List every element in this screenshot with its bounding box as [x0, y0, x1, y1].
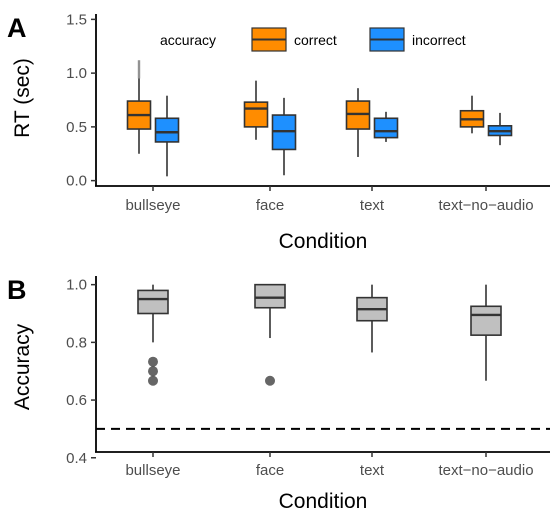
panel-a-y-axis-title: RT (sec)	[11, 58, 34, 138]
box-body	[154, 117, 180, 143]
panel-b-y-ticks: 0.4 0.6 0.8 1.0	[66, 277, 96, 467]
panel-a-y-tick-label: 0.0	[66, 173, 87, 190]
outlier-point	[148, 356, 158, 367]
panel-a-y-tick-label: 1.0	[66, 65, 87, 82]
panel-b-box-text-no-audio	[470, 284, 502, 381]
panel-a-x-tick-label-text: text	[360, 197, 385, 214]
panel-a: A RT (sec) Condition 0.0 0.5 1.0 1.5 bullse…	[7, 11, 550, 253]
panel-a-letter: A	[7, 13, 27, 43]
panel-a-x-tick-label-text-no-audio: text−no−audio	[438, 197, 533, 214]
panel-b-y-tick-label: 0.8	[66, 334, 87, 351]
panel-b-x-axis-title: Condition	[279, 490, 368, 513]
outlier-point	[148, 366, 158, 377]
panel-a-y-tick-label: 0.5	[66, 119, 87, 136]
panel-b-boxes	[137, 283, 502, 386]
panel-b-box-bullseye	[137, 284, 169, 386]
panel-a-x-tick-label-bullseye: bullseye	[125, 197, 180, 214]
panel-b-x-tick-label-bullseye: bullseye	[125, 462, 180, 479]
panel-a-x-axis-title: Condition	[279, 230, 368, 253]
panel-b-y-tick-label: 0.6	[66, 392, 87, 409]
box-body	[373, 117, 399, 139]
panel-a-box-correct-face	[243, 80, 269, 140]
panel-a-boxes	[126, 60, 513, 177]
outlier-point	[148, 375, 158, 386]
panel-a-box-incorrect-bullseye	[154, 95, 180, 177]
panel-b-letter: B	[7, 275, 27, 305]
legend-label-correct: correct	[294, 32, 337, 48]
panel-b-box-face	[254, 283, 286, 386]
legend: accuracy correct incorrect	[160, 27, 466, 52]
panel-a-x-tick-label-face: face	[256, 197, 284, 214]
legend-label-incorrect: incorrect	[412, 32, 466, 48]
box-body	[254, 283, 286, 309]
panel-a-box-correct-text-no-audio	[459, 95, 485, 134]
panel-a-box-correct-bullseye	[126, 60, 152, 154]
box-body	[243, 101, 269, 128]
panel-b-x-tick-label-face: face	[256, 462, 284, 479]
panel-a-x-ticks: bullseye face text text−no−audio	[125, 186, 534, 214]
panel-a-box-incorrect-text	[373, 111, 399, 142]
panel-b-y-tick-label: 0.4	[66, 450, 87, 467]
panel-b-x-tick-label-text-no-audio: text−no−audio	[438, 462, 533, 479]
panel-b: B Accuracy Condition 0.4 0.6 0.8 1.0 bullse…	[7, 275, 550, 513]
panel-a-y-tick-label: 1.5	[66, 11, 87, 28]
outlier-point	[265, 375, 275, 386]
legend-title: accuracy	[160, 32, 216, 48]
panel-a-y-ticks: 0.0 0.5 1.0 1.5	[66, 11, 96, 190]
panel-b-y-axis-title: Accuracy	[11, 323, 34, 410]
box-body	[137, 289, 169, 315]
panel-a-box-incorrect-text-no-audio	[487, 112, 513, 146]
panel-b-x-ticks: bullseye face text text−no−audio	[125, 452, 534, 479]
panel-b-x-tick-label-text: text	[360, 462, 385, 479]
panel-a-box-incorrect-face	[271, 97, 297, 176]
panel-b-box-text	[356, 284, 388, 353]
panel-b-y-tick-label: 1.0	[66, 277, 87, 294]
box-body	[470, 305, 502, 336]
panel-a-box-correct-text	[345, 88, 371, 157]
